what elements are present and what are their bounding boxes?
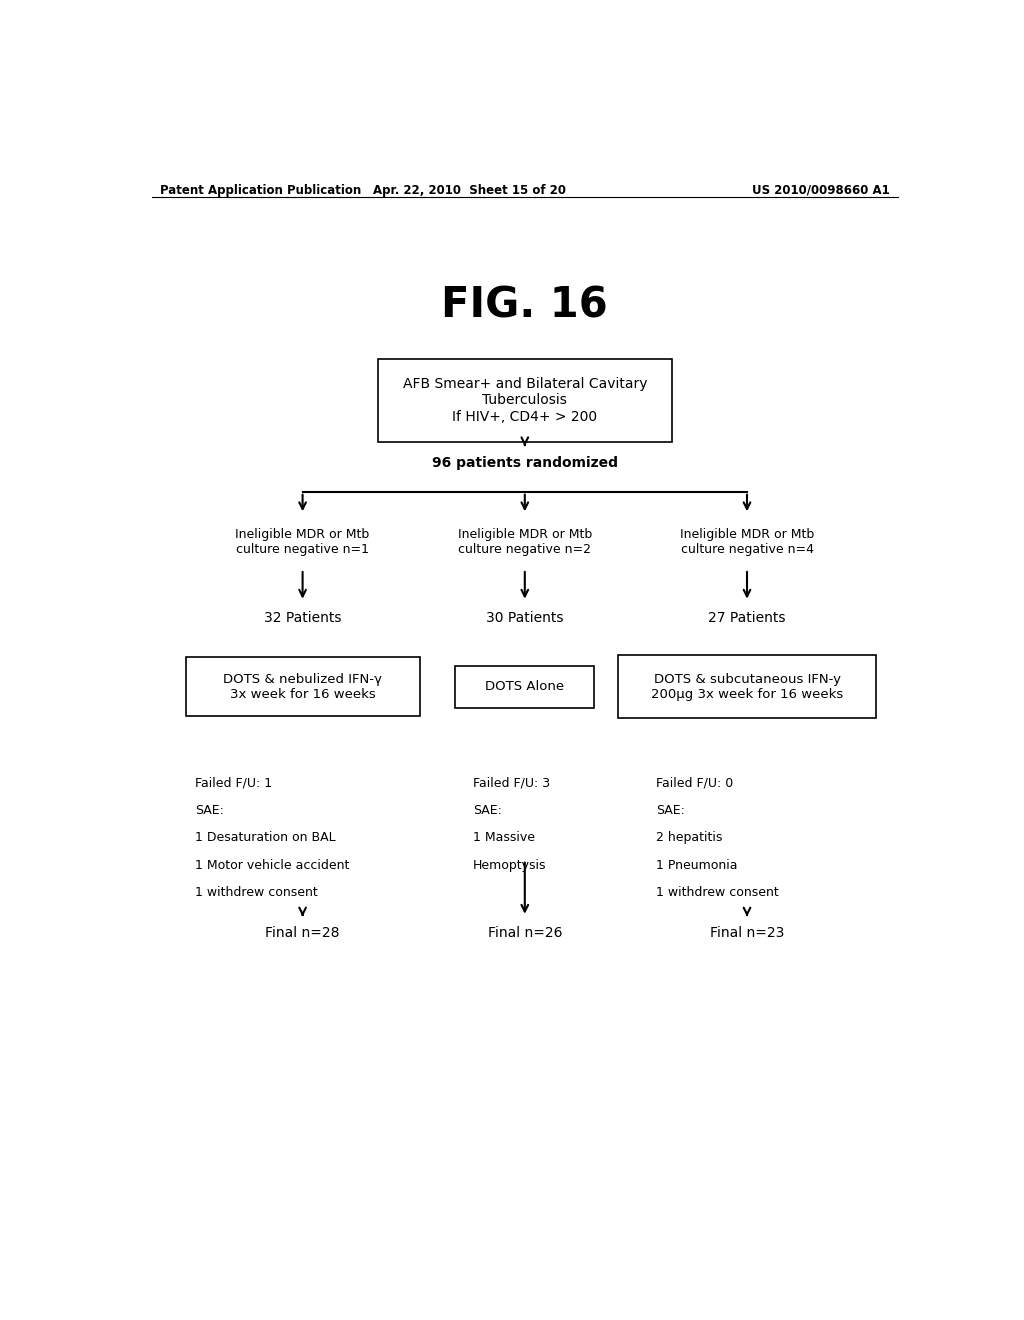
FancyBboxPatch shape (456, 665, 594, 709)
Text: Failed F/U: 3: Failed F/U: 3 (473, 776, 550, 789)
Text: SAE:: SAE: (655, 804, 685, 817)
Text: Final n=28: Final n=28 (265, 925, 340, 940)
Text: FIG. 16: FIG. 16 (441, 285, 608, 327)
Text: Ineligible MDR or Mtb
culture negative n=2: Ineligible MDR or Mtb culture negative n… (458, 528, 592, 556)
Text: DOTS & nebulized IFN-γ
3x week for 16 weeks: DOTS & nebulized IFN-γ 3x week for 16 we… (223, 673, 382, 701)
Text: Ineligible MDR or Mtb
culture negative n=1: Ineligible MDR or Mtb culture negative n… (236, 528, 370, 556)
Text: 32 Patients: 32 Patients (264, 611, 341, 624)
Text: 96 patients randomized: 96 patients randomized (432, 457, 617, 470)
FancyBboxPatch shape (618, 656, 876, 718)
Text: SAE:: SAE: (473, 804, 502, 817)
Text: Final n=23: Final n=23 (710, 925, 784, 940)
Text: 1 Massive: 1 Massive (473, 832, 536, 845)
Text: Ineligible MDR or Mtb
culture negative n=4: Ineligible MDR or Mtb culture negative n… (680, 528, 814, 556)
Text: Failed F/U: 1: Failed F/U: 1 (196, 776, 272, 789)
Text: Patent Application Publication: Patent Application Publication (160, 183, 361, 197)
Text: 1 withdrew consent: 1 withdrew consent (196, 886, 318, 899)
Text: 2 hepatitis: 2 hepatitis (655, 832, 722, 845)
Text: DOTS Alone: DOTS Alone (485, 680, 564, 693)
Text: 1 Pneumonia: 1 Pneumonia (655, 859, 737, 871)
Text: Failed F/U: 0: Failed F/U: 0 (655, 776, 733, 789)
FancyBboxPatch shape (185, 657, 420, 717)
Text: DOTS & subcutaneous IFN-y
200μg 3x week for 16 weeks: DOTS & subcutaneous IFN-y 200μg 3x week … (651, 673, 843, 701)
Text: 1 Motor vehicle accident: 1 Motor vehicle accident (196, 859, 350, 871)
Text: 1 withdrew consent: 1 withdrew consent (655, 886, 778, 899)
Text: AFB Smear+ and Bilateral Cavitary
Tuberculosis
If HIV+, CD4+ > 200: AFB Smear+ and Bilateral Cavitary Tuberc… (402, 378, 647, 424)
Text: Hemoptysis: Hemoptysis (473, 859, 547, 871)
Text: Apr. 22, 2010  Sheet 15 of 20: Apr. 22, 2010 Sheet 15 of 20 (373, 183, 565, 197)
Text: 1 Desaturation on BAL: 1 Desaturation on BAL (196, 832, 336, 845)
Text: SAE:: SAE: (196, 804, 224, 817)
Text: Final n=26: Final n=26 (487, 925, 562, 940)
Text: 30 Patients: 30 Patients (486, 611, 563, 624)
FancyBboxPatch shape (378, 359, 672, 442)
Text: 27 Patients: 27 Patients (709, 611, 785, 624)
Text: US 2010/0098660 A1: US 2010/0098660 A1 (752, 183, 890, 197)
